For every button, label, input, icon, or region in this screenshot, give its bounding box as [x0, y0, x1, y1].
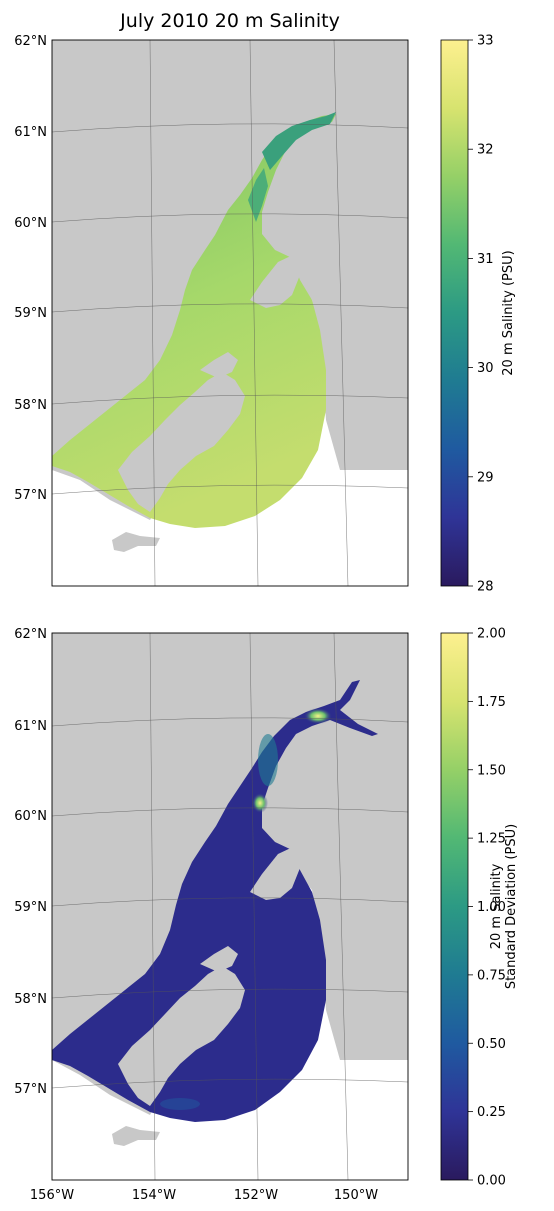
colorbar-tick-label: 1.50	[477, 763, 506, 778]
colorbar-tick-label: 1.00	[477, 900, 506, 915]
moderate-variance-area	[160, 1098, 200, 1110]
colorbar-gradient	[440, 39, 469, 587]
lon-label-152: 152°W	[234, 1188, 278, 1203]
figure-title: July 2010 20 m Salinity	[119, 10, 340, 32]
high-variance-spot	[304, 708, 332, 724]
lat-label-61: 61°N	[14, 719, 47, 734]
colorbar-gradient	[440, 632, 469, 1181]
colorbar-ticks: 28 29 30 31 32 33	[468, 34, 494, 595]
lat-label-60: 60°N	[14, 809, 47, 824]
colorbar-tick-label: 2.00	[477, 627, 506, 642]
map-frame	[51, 39, 409, 587]
afognak-island	[200, 352, 238, 378]
map-frame	[51, 632, 409, 1181]
lat-label-61: 61°N	[14, 125, 47, 140]
colorbar-label-line: 20 m Salinity	[489, 863, 504, 949]
lat-label-62: 62°N	[14, 627, 47, 642]
colorbar-label: 20 m Salinity (PSU)	[501, 250, 516, 375]
lon-label-150: 150°W	[334, 1188, 378, 1203]
longitude-labels: 156°W 154°W 152°W 150°W	[30, 1188, 378, 1203]
lat-label-58: 58°N	[14, 398, 47, 413]
colorbar-tick-label: 1.25	[477, 832, 506, 847]
high-variance-spot	[252, 793, 268, 813]
lat-label-57: 57°N	[14, 1082, 47, 1097]
colorbar-label-line: 20 m Salinity (PSU)	[501, 250, 516, 375]
lon-label-156: 156°W	[30, 1188, 74, 1203]
latitude-labels: 62°N 61°N 60°N 59°N 58°N 57°N	[14, 34, 47, 503]
island-small	[112, 1126, 160, 1146]
colorbar-tick-label: 0.75	[477, 968, 506, 983]
lat-label-60: 60°N	[14, 216, 47, 231]
colorbar-tick-label: 0.25	[477, 1105, 506, 1120]
lat-label-62: 62°N	[14, 34, 47, 49]
stddev-domain	[52, 680, 378, 1122]
inlet-mid	[248, 168, 268, 222]
colorbar-tick-label: 0.00	[477, 1174, 506, 1189]
lat-label-57: 57°N	[14, 488, 47, 503]
colorbar-tick-label: 0.50	[477, 1037, 506, 1052]
graticule	[52, 633, 408, 1180]
colorbar-ticks: 0.00 0.25 0.50 0.75 1.00 1.25 1.50 1.75 2.00	[468, 627, 506, 1189]
salinity-map-panel: 62°N 61°N 60°N 59°N 58°N 57°N	[14, 34, 409, 587]
lat-label-59: 59°N	[14, 306, 47, 321]
colorbar-tick-label: 30	[477, 361, 494, 376]
graticule	[52, 40, 408, 586]
colorbar-tick-label: 1.75	[477, 695, 506, 710]
kenai-peninsula	[250, 846, 300, 900]
kodiak-island	[118, 372, 245, 512]
moderate-variance-area	[258, 734, 278, 786]
lat-label-59: 59°N	[14, 900, 47, 915]
lat-label-58: 58°N	[14, 992, 47, 1007]
stddev-map-panel: 62°N 61°N 60°N 59°N 58°N 57°N 156°W 154°…	[14, 627, 409, 1203]
colorbar-tick-label: 31	[477, 252, 494, 267]
lon-label-154: 154°W	[132, 1188, 176, 1203]
salinity-colorbar: 28 29 30 31 32 33 20 m Salinity (PSU)	[440, 34, 516, 595]
colorbar-label-line: Standard Deviation (PSU)	[504, 824, 519, 989]
colorbar-label: 20 m Salinity Standard Deviation (PSU)	[489, 824, 519, 989]
colorbar-tick-label: 33	[477, 34, 494, 49]
colorbar-tick-label: 29	[477, 470, 494, 485]
salinity-domain	[52, 114, 336, 528]
island-small	[112, 532, 160, 552]
stddev-colorbar: 0.00 0.25 0.50 0.75 1.00 1.25 1.50 1.75 2.00 20 …	[440, 627, 519, 1189]
colorbar-tick-label: 32	[477, 143, 494, 158]
inlet-upper	[262, 112, 336, 170]
kodiak-island	[118, 966, 245, 1106]
kenai-peninsula	[250, 254, 300, 308]
latitude-labels: 62°N 61°N 60°N 59°N 58°N 57°N	[14, 627, 47, 1097]
colorbar-tick-label: 28	[477, 580, 494, 595]
afognak-island	[200, 946, 238, 972]
